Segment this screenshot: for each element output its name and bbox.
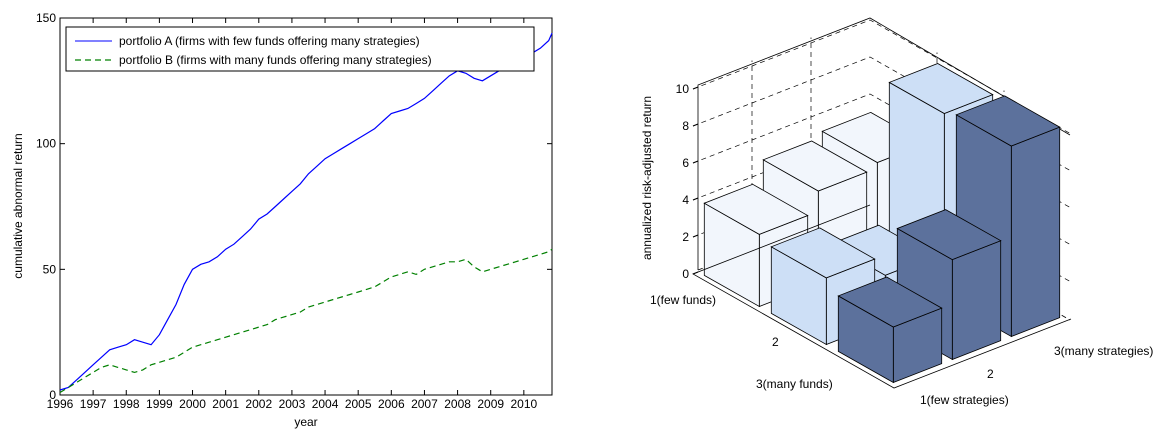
y-tick-label: 150 [36, 11, 56, 25]
col-label-1: 1(few strategies) [920, 393, 1009, 407]
bar-side-right [951, 240, 1002, 361]
legend-label-b: portfolio B (firms with many funds offer… [119, 53, 432, 67]
z-tick-label: 2 [682, 230, 689, 244]
series-line-b [59, 248, 553, 394]
bars-group [692, 63, 1072, 389]
z-axis-ticks: 0 2 4 6 8 10 [676, 82, 699, 281]
legend-box [65, 26, 535, 72]
z-tick-mark [692, 86, 699, 90]
y-axis-ticks: 0 50 100 150 [36, 11, 552, 402]
x-axis-ticks: 1996 1997 1998 1999 2000 2001 2002 2003 2004 2005… [47, 18, 538, 411]
y-tick-label: 0 [49, 388, 56, 402]
col-label-3: 3(many strategies) [1054, 344, 1153, 358]
z-tick-label: 10 [676, 82, 690, 96]
z-tick-label: 6 [682, 156, 689, 170]
row-label-1: 1(few funds) [650, 293, 716, 307]
bar-top [703, 183, 809, 235]
y-axis-label: cumulative abnormal return [11, 133, 25, 278]
bar-top [955, 95, 1061, 147]
z-tick-label: 0 [682, 267, 689, 281]
col-label-2: 2 [987, 367, 994, 381]
x-tick-label: 1996 [47, 397, 74, 411]
bar-3-3 [837, 276, 943, 384]
x-tick-label: 2003 [279, 397, 306, 411]
x-tick-label: 2002 [245, 397, 272, 411]
series-group [59, 32, 553, 394]
bar-side-right [1010, 126, 1061, 338]
x-tick-label: 2010 [510, 397, 537, 411]
x-tick-label: 1999 [146, 397, 173, 411]
z-tick-label: 4 [682, 193, 689, 207]
y-tick-label: 100 [36, 137, 56, 151]
z-tick-mark [692, 234, 699, 238]
legend: portfolio A (firms with few funds offeri… [65, 26, 535, 72]
x-axis-label: year [294, 415, 317, 429]
bar-top [762, 140, 868, 192]
x-tick-label: 1998 [113, 397, 140, 411]
z-tick-mark [692, 197, 699, 201]
z-tick-label: 8 [682, 119, 689, 133]
floor-edge [692, 204, 1072, 389]
x-tick-label: 1997 [80, 397, 107, 411]
y-tick-label: 50 [43, 262, 57, 276]
back-wall-outline [697, 17, 1071, 270]
x-tick-label: 2006 [378, 397, 405, 411]
plot-area [59, 17, 553, 396]
x-tick-label: 2004 [312, 397, 339, 411]
legend-label-a: portfolio A (firms with few funds offeri… [119, 34, 420, 48]
series-line-a [59, 32, 553, 391]
row-label-2: 2 [772, 335, 779, 349]
line-chart: 0 50 100 150 1996 1997 1998 1999 2000 2001 2002 20… [11, 11, 553, 429]
z-axis-label: annualized risk-adjusted return [640, 96, 654, 260]
z-tick-mark [692, 123, 699, 127]
bar-top [888, 63, 994, 114]
row-label-3: 3(many funds) [756, 377, 833, 391]
z-tick-mark [692, 160, 699, 164]
bar-top [770, 227, 876, 279]
x-tick-label: 2005 [345, 397, 372, 411]
x-tick-label: 2009 [477, 397, 504, 411]
x-tick-label: 2000 [179, 397, 206, 411]
bar-top [837, 276, 943, 328]
x-tick-label: 2008 [444, 397, 471, 411]
x-tick-label: 2001 [212, 397, 239, 411]
x-tick-label: 2007 [411, 397, 438, 411]
bar-top [896, 209, 1002, 261]
